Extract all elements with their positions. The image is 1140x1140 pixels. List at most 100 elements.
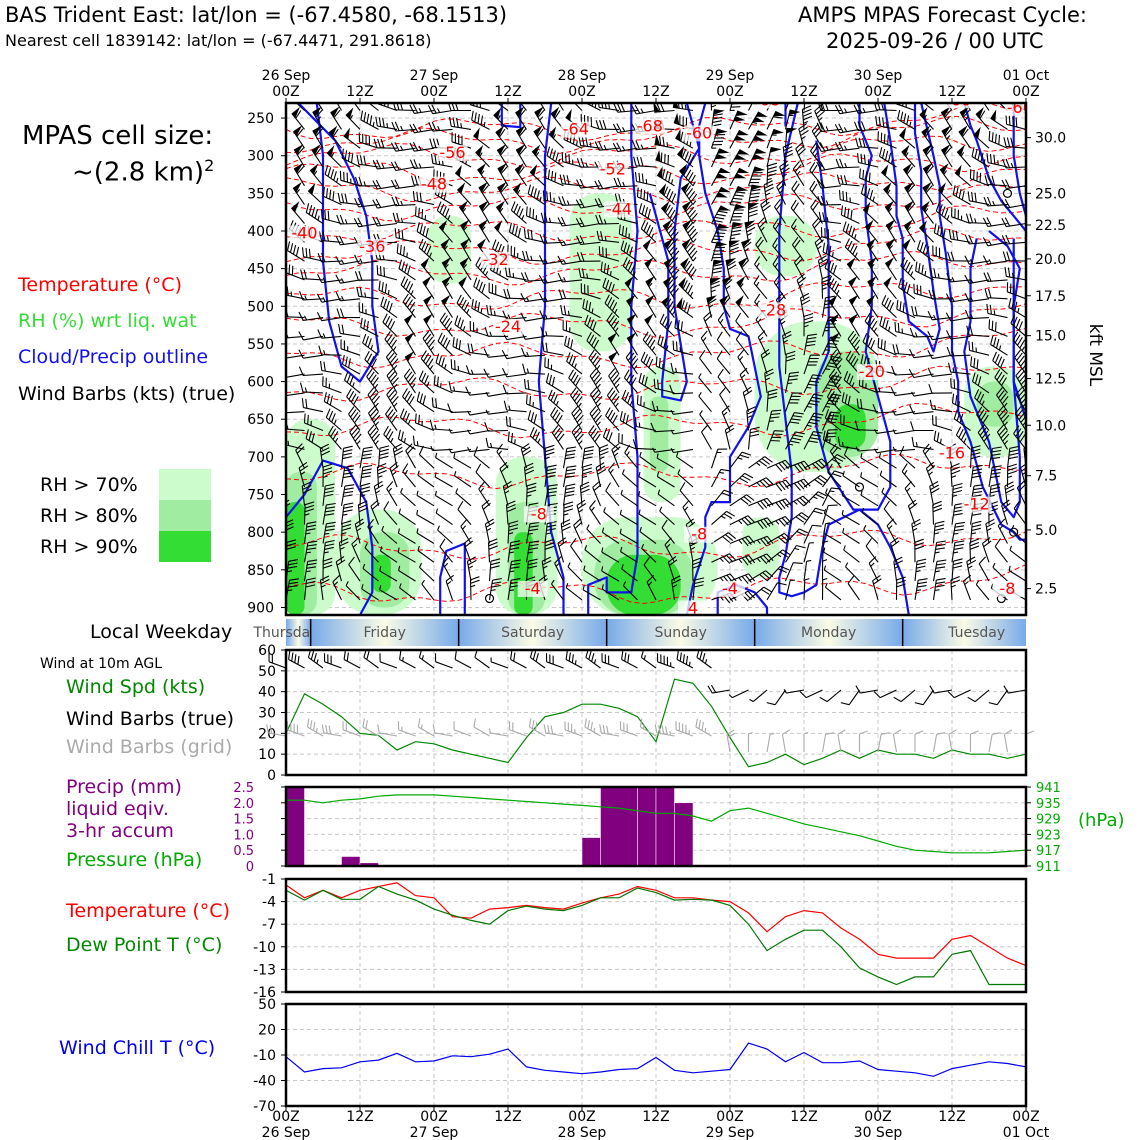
upper-wind-barb [790, 199, 805, 224]
true-wind-barb [545, 653, 564, 669]
upper-wind-barb [391, 196, 416, 207]
upper-wind-barb [729, 241, 739, 262]
upper-wind-barb [422, 330, 436, 356]
upper-wind-barb [608, 356, 620, 375]
upper-wind-barb [286, 449, 287, 450]
upper-wind-barb [626, 300, 638, 318]
upper-wind-barb [962, 574, 972, 601]
precip-bar [581, 837, 601, 867]
upper-wind-barb [341, 354, 361, 375]
upper-wind-barb [351, 537, 361, 563]
upper-wind-barb [735, 301, 749, 318]
upper-wind-barb [286, 411, 305, 414]
true-wind-barb [399, 650, 416, 669]
grid-wind-barb [675, 721, 694, 737]
upper-wind-barb [359, 464, 373, 488]
upper-wind-barb [303, 501, 315, 525]
upper-wind-barb [525, 206, 546, 225]
upper-wind-barb [416, 509, 435, 526]
upper-wind-barb [984, 288, 1008, 300]
upper-wind-barb [341, 148, 361, 168]
upper-wind-barb [601, 527, 620, 544]
upper-wind-barb [292, 187, 305, 205]
upper-wind-barb [911, 518, 922, 544]
upper-wind-barb [1009, 545, 1026, 563]
upper-wind-barb [417, 470, 435, 488]
temp-label-bg [758, 302, 789, 319]
upper-wind-barb [570, 537, 583, 563]
upper-wind-barb [651, 400, 675, 413]
upper-wind-barb [522, 363, 546, 375]
upper-wind-barb [867, 262, 879, 281]
upper-wind-barb [1013, 425, 1026, 450]
upper-wind-barb [881, 295, 897, 319]
upper-wind-barb [322, 539, 335, 563]
upper-wind-barb [958, 128, 971, 149]
upper-wind-barb [434, 490, 453, 507]
true-wind-barb [323, 653, 342, 669]
grid-wind-barb [654, 724, 675, 737]
upper-wind-barb [286, 241, 305, 262]
upper-wind-barb [286, 440, 305, 450]
upper-wind-barb [970, 356, 990, 375]
upper-wind-barb [829, 443, 842, 469]
upper-wind-barb [1020, 463, 1026, 488]
upper-wind-barb [618, 432, 638, 450]
upper-wind-barb [706, 297, 717, 318]
upper-wind-barb [317, 329, 342, 339]
upper-wind-barb [1008, 297, 1026, 319]
upper-wind-barb [836, 174, 860, 187]
upper-wind-barb [463, 537, 474, 563]
upper-wind-barb [1003, 137, 1026, 149]
upper-wind-barb [298, 331, 324, 341]
rh-region-90 [606, 554, 681, 615]
upper-wind-barb [286, 286, 305, 300]
upper-wind-barb [494, 227, 509, 243]
legend-pressure: Pressure (hPa) [66, 849, 203, 871]
chill-y-label: -40 [253, 1074, 276, 1090]
temp-label: -52 [600, 160, 626, 179]
upper-wind-barb [303, 521, 317, 544]
temp-label: -4 [525, 579, 541, 598]
upper-wind-barb [544, 538, 555, 563]
upper-wind-barb [452, 337, 472, 356]
upper-wind-barb [827, 463, 842, 488]
upper-wind-barb [399, 408, 416, 431]
upper-wind-barb [286, 373, 305, 378]
upper-wind-barb [670, 429, 694, 435]
upper-wind-barb [414, 413, 435, 432]
upper-wind-barb [471, 298, 490, 319]
upper-wind-barb [766, 582, 787, 601]
upper-wind-barb [595, 120, 620, 130]
upper-wind-barb [520, 443, 532, 469]
isotherm-line [286, 402, 1026, 439]
upper-wind-barb [982, 217, 1008, 227]
upper-wind-barb [612, 123, 638, 134]
y-tick-label: 850 [247, 563, 274, 579]
top-hour-label: 12Z [790, 84, 817, 100]
true-wind-barb [434, 653, 453, 669]
upper-wind-barb [883, 188, 897, 205]
upper-wind-barb [404, 337, 416, 356]
pressure-y-label: 923 [1036, 828, 1061, 843]
upper-wind-barb [699, 410, 712, 431]
upper-wind-barb [748, 570, 774, 582]
upper-wind-barb [904, 481, 916, 507]
upper-wind-barb [803, 374, 823, 394]
upper-wind-barb [504, 266, 527, 281]
upper-wind-barb [927, 367, 953, 377]
upper-wind-barb [437, 525, 453, 544]
upper-wind-barb [793, 255, 805, 281]
upper-wind-barb [824, 582, 842, 601]
upper-wind-barb [581, 463, 593, 488]
upper-wind-barb [663, 279, 679, 300]
upper-wind-barb [725, 260, 737, 281]
upper-wind-barb [812, 217, 823, 243]
upper-wind-barb [776, 179, 786, 205]
upper-wind-barb [654, 136, 675, 149]
upper-wind-barb [992, 562, 1008, 582]
upper-wind-barb [766, 162, 778, 186]
upper-wind-barb [945, 312, 971, 322]
upper-wind-barb [309, 169, 324, 187]
upper-wind-barb [932, 559, 947, 582]
